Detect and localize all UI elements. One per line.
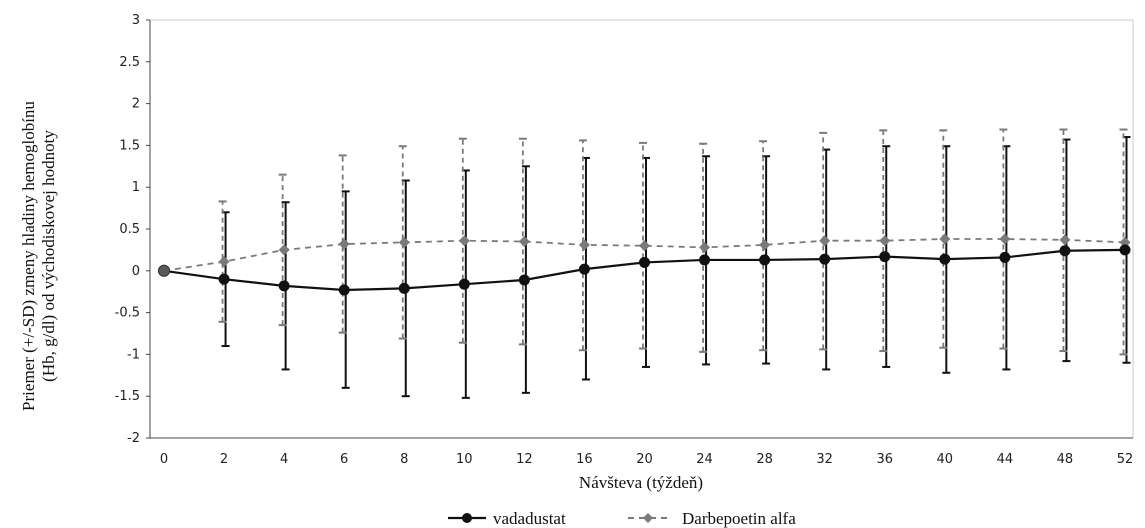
y-tick-label: 0.5 bbox=[119, 222, 140, 237]
x-tick-label: 0 bbox=[160, 452, 168, 467]
data-point-darbepoetin bbox=[458, 235, 470, 247]
data-point-vadadustat bbox=[639, 256, 650, 268]
data-point-darbepoetin bbox=[338, 238, 350, 250]
y-tick-label: -1 bbox=[127, 347, 140, 362]
x-tick-label: 4 bbox=[280, 452, 288, 467]
series-line-darbepoetin bbox=[163, 238, 1126, 272]
y-tick-label: 0 bbox=[132, 264, 140, 279]
x-tick-label: 8 bbox=[400, 452, 408, 467]
y-tick-label: -2 bbox=[127, 431, 140, 446]
data-point-darbepoetin bbox=[639, 240, 650, 252]
x-tick-label: 10 bbox=[456, 452, 473, 467]
x-tick-label: 52 bbox=[1117, 452, 1134, 467]
data-point-vadadustat bbox=[398, 282, 410, 294]
x-tick-label: 2 bbox=[220, 452, 228, 467]
y-axis-title-line-1: Priemer (+/-SD) zmeny hladiny hemoglobín… bbox=[19, 101, 38, 411]
legend-item-vadadustat: vadadustat bbox=[448, 509, 566, 528]
data-point-darbepoetin bbox=[759, 239, 771, 251]
data-point-darbepoetin bbox=[999, 233, 1011, 245]
data-point-vadadustat bbox=[699, 254, 711, 266]
series-line-vadadustat bbox=[163, 248, 1126, 292]
data-point-vadadustat bbox=[1059, 245, 1071, 257]
y-tick-label: 3 bbox=[132, 13, 140, 28]
y-tick-label: -1.5 bbox=[115, 389, 140, 404]
x-tick-label: 48 bbox=[1057, 452, 1074, 467]
legend: vadadustat Darbepoetin alfa bbox=[448, 509, 796, 528]
data-point-vadadustat bbox=[278, 280, 290, 292]
y-tick-label: 2.5 bbox=[119, 55, 140, 70]
data-point-darbepoetin bbox=[398, 236, 410, 248]
x-tick-label: 44 bbox=[997, 452, 1014, 467]
y-axis-title: Priemer (+/-SD) zmeny hladiny hemoglobín… bbox=[19, 101, 58, 411]
y-tick-label: -0.5 bbox=[115, 306, 140, 321]
data-point-vadadustat bbox=[338, 284, 350, 296]
axes bbox=[146, 19, 1134, 439]
data-point-darbepoetin bbox=[218, 256, 230, 268]
legend-item-darbepoetin: Darbepoetin alfa bbox=[628, 509, 796, 528]
legend-label-vadadustat: vadadustat bbox=[493, 509, 566, 528]
y-tick-label: 2 bbox=[132, 97, 140, 112]
data-point-vadadustat bbox=[759, 254, 771, 266]
data-point-vadadustat bbox=[1119, 244, 1131, 256]
legend-marker-vadadustat bbox=[462, 513, 472, 523]
x-tick-label: 12 bbox=[516, 452, 533, 467]
data-point-darbepoetin bbox=[1119, 236, 1131, 248]
x-tick-label: 36 bbox=[876, 452, 893, 467]
x-tick-label: 40 bbox=[937, 452, 954, 467]
data-point-darbepoetin bbox=[578, 239, 590, 251]
x-tick-label: 24 bbox=[696, 452, 713, 467]
legend-marker-darbepoetin bbox=[643, 513, 653, 523]
data-point-vadadustat bbox=[819, 253, 831, 265]
data-point-darbepoetin bbox=[699, 241, 711, 253]
data-point-vadadustat bbox=[218, 273, 230, 285]
y-axis-title-line-2: (Hb, g/dl) od východiskovej hodnoty bbox=[39, 130, 58, 382]
x-tick-label: 16 bbox=[576, 452, 593, 467]
y-tick-label: 1 bbox=[132, 180, 140, 195]
x-tick-label: 6 bbox=[340, 452, 348, 467]
series-markers bbox=[158, 233, 1131, 296]
error-bars bbox=[218, 128, 1131, 399]
legend-label-darbepoetin: Darbepoetin alfa bbox=[682, 509, 796, 528]
data-point-darbepoetin bbox=[518, 236, 530, 248]
data-point-darbepoetin bbox=[278, 244, 290, 256]
data-point-darbepoetin bbox=[939, 233, 951, 245]
data-point-vadadustat bbox=[578, 263, 590, 275]
x-tick-label: 20 bbox=[636, 452, 653, 467]
y-tick-label: 1.5 bbox=[119, 138, 140, 153]
data-point-darbepoetin bbox=[819, 235, 831, 247]
data-point-vadadustat bbox=[999, 251, 1011, 263]
x-tick-label: 32 bbox=[816, 452, 833, 467]
data-point-vadadustat bbox=[458, 278, 470, 290]
data-point-vadadustat bbox=[879, 251, 891, 263]
tick-labels: -2-1.5-1-0.500.511.522.530 2 4 6 8 10 12 16 20 24… bbox=[115, 13, 1134, 467]
x-tick-label: 28 bbox=[756, 452, 773, 467]
data-point-vadadustat bbox=[518, 274, 530, 286]
data-point-vadadustat bbox=[939, 253, 951, 265]
x-axis-title: Návšteva (týždeň) bbox=[579, 473, 703, 492]
data-point-origin bbox=[158, 264, 170, 277]
data-point-darbepoetin bbox=[879, 235, 891, 247]
data-point-darbepoetin bbox=[1059, 234, 1071, 246]
